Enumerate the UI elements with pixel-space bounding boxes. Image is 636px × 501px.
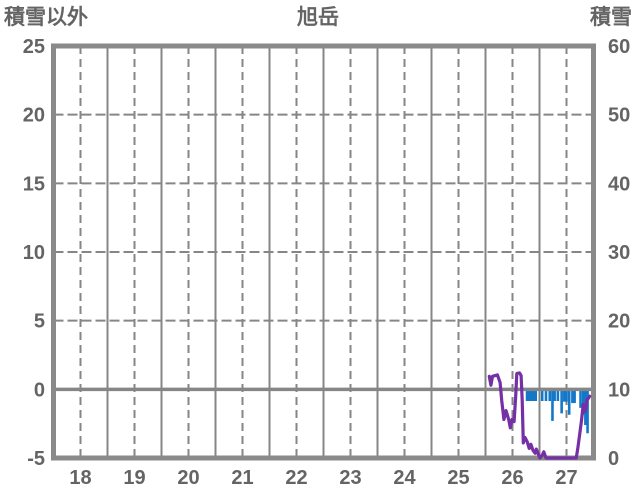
- snow-bar: [544, 388, 548, 402]
- x-axis-tick-label: 23: [339, 467, 361, 489]
- x-axis-tick-label: 26: [501, 467, 523, 489]
- snow-bar: [540, 388, 544, 402]
- snow-bar: [579, 388, 582, 408]
- snow-bar: [527, 388, 531, 402]
- right-axis-tick-label: 20: [608, 311, 630, 333]
- left-axis-tick-label: -5: [27, 448, 45, 470]
- x-axis-tick-label: 24: [393, 467, 416, 489]
- right-axis-tick-label: 0: [608, 448, 619, 470]
- x-axis-tick-label: 27: [555, 467, 577, 489]
- right-axis-tick-label: 50: [608, 105, 630, 127]
- x-axis-tick-label: 21: [231, 467, 253, 489]
- chart-title: 旭岳: [297, 6, 339, 29]
- plot-border: [51, 43, 596, 461]
- left-axis-tick-label: 25: [23, 36, 45, 58]
- snow-bar: [573, 388, 576, 404]
- left-axis-title: 積雪以外: [4, 6, 88, 29]
- snow-bar: [560, 388, 563, 414]
- snow-bar: [525, 388, 529, 402]
- snow-bar: [530, 388, 533, 402]
- snow-bar: [534, 388, 538, 402]
- left-axis-tick-label: 10: [23, 242, 45, 264]
- left-axis-tick-label: 20: [23, 105, 45, 127]
- snow-bar: [586, 388, 589, 434]
- right-axis-tick-label: 60: [608, 36, 630, 58]
- right-axis-title: 積雪: [590, 6, 632, 29]
- snow-bar: [553, 388, 556, 402]
- snow-bar: [532, 388, 535, 402]
- temperature-line: [487, 371, 592, 460]
- right-axis-tick-label: 40: [608, 173, 630, 195]
- right-axis-tick-label: 10: [608, 379, 630, 401]
- x-axis-tick-label: 20: [177, 467, 199, 489]
- left-axis-tick-label: 15: [23, 173, 45, 195]
- x-axis-tick-label: 18: [69, 467, 91, 489]
- left-axis-tick-label: 5: [34, 311, 45, 333]
- x-axis-tick-label: 19: [123, 467, 145, 489]
- snow-bar: [565, 388, 568, 402]
- snow-bar: [548, 388, 552, 402]
- snow-bar: [571, 388, 574, 404]
- x-axis-tick-label: 25: [447, 467, 469, 489]
- right-axis-tick-label: 30: [608, 242, 630, 264]
- left-axis-tick-label: 0: [34, 379, 45, 401]
- snow-bar: [551, 388, 554, 421]
- snow-bar: [563, 388, 566, 402]
- snow-bar: [581, 388, 585, 415]
- snow-bar: [567, 388, 571, 415]
- x-axis-tick-label: 22: [285, 467, 307, 489]
- snow-bar: [556, 388, 560, 402]
